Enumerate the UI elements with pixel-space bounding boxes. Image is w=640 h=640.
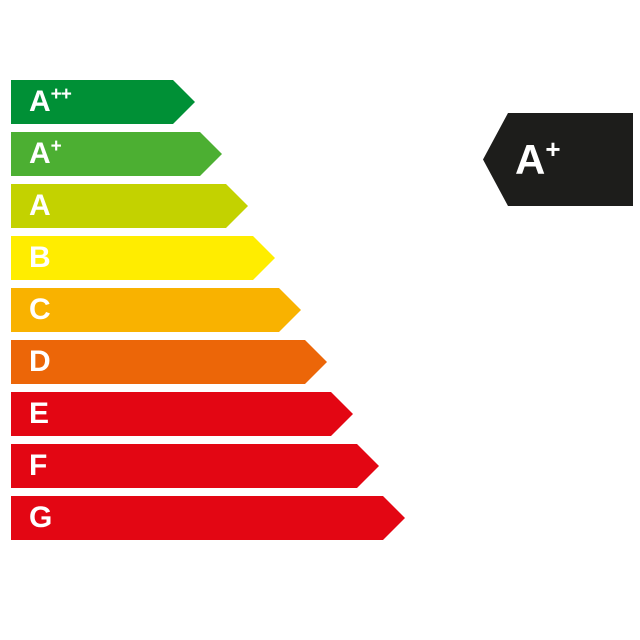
scale-bar-letter: A xyxy=(29,137,51,170)
scale-bar-letter: B xyxy=(29,241,51,274)
scale-bar-b: B xyxy=(11,236,275,280)
scale-bar-label: D xyxy=(29,340,51,384)
scale-bar-letter: A xyxy=(29,85,51,118)
scale-bar-aplus: A+ xyxy=(11,132,222,176)
scale-bar-arrow-icon xyxy=(11,496,405,540)
scale-bar-g: G xyxy=(11,496,405,540)
scale-bar-letter: D xyxy=(29,345,51,378)
scale-bar-aplusplus: A++ xyxy=(11,80,195,124)
scale-bar-c: C xyxy=(11,288,301,332)
scale-bar-letter: C xyxy=(29,293,51,326)
scale-bar-label: A xyxy=(29,184,51,228)
rating-badge-arrow-icon xyxy=(483,113,633,206)
scale-bar-arrow-icon xyxy=(11,184,248,228)
scale-bar-d: D xyxy=(11,340,327,384)
scale-bar-suffix: + xyxy=(50,136,62,157)
scale-bar-label: E xyxy=(29,392,49,436)
scale-bar-label: B xyxy=(29,236,51,280)
rating-badge-letter: A xyxy=(515,136,546,183)
scale-bar-letter: E xyxy=(29,397,50,430)
scale-bar-arrow-icon xyxy=(11,132,222,176)
scale-bar-f: F xyxy=(11,444,379,488)
scale-bar-arrow-icon xyxy=(11,392,353,436)
rating-badge-suffix: + xyxy=(545,134,560,164)
scale-bar-suffix: ++ xyxy=(50,84,72,105)
scale-bar-letter: F xyxy=(29,449,48,482)
scale-bar-letter: A xyxy=(29,189,51,222)
scale-bar-label: A++ xyxy=(29,80,72,124)
scale-bar-a: A xyxy=(11,184,248,228)
scale-bar-label: C xyxy=(29,288,51,332)
rating-badge-label: A+ xyxy=(515,113,561,206)
scale-bar-label: F xyxy=(29,444,47,488)
scale-bar-letter: G xyxy=(29,501,53,534)
scale-bar-e: E xyxy=(11,392,353,436)
scale-bar-label: G xyxy=(29,496,52,540)
rating-badge: A+ xyxy=(483,113,633,206)
scale-bar-label: A+ xyxy=(29,132,62,176)
scale-bar-arrow-icon xyxy=(11,444,379,488)
scale-bar-arrow-icon xyxy=(11,80,195,124)
scale-bar-arrow-icon xyxy=(11,236,275,280)
scale-bar-arrow-icon xyxy=(11,340,327,384)
efficiency-scale: A++ A+ A B C D E F G xyxy=(11,80,405,540)
scale-bar-arrow-icon xyxy=(11,288,301,332)
